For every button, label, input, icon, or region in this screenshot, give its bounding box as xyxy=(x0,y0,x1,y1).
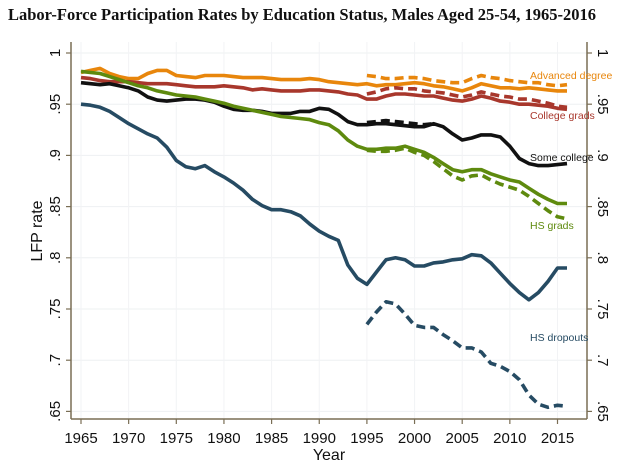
y-tick-label-left: .8 xyxy=(47,252,64,265)
y-tick-label-right: .65 xyxy=(594,401,611,422)
x-tick-label: 1970 xyxy=(112,430,145,447)
series-label-hs-dropouts: HS dropouts xyxy=(530,332,588,344)
y-tick-label-left: .7 xyxy=(47,354,64,367)
series-label-hs-grads: HS grads xyxy=(530,220,574,232)
series-line-hs-dropouts-alt xyxy=(365,299,568,410)
x-tick-label: 1975 xyxy=(160,430,193,447)
x-tick-label: 2015 xyxy=(541,430,574,447)
series-label-some-college: Some college xyxy=(530,152,594,164)
series-label-advanced-degree: Advanced degree xyxy=(530,70,612,82)
series-line-college-grads-alt xyxy=(366,86,568,110)
x-tick-label: 2000 xyxy=(398,430,431,447)
y-tick-label-left: .65 xyxy=(47,401,64,422)
y-tick-label-right: .75 xyxy=(594,299,611,320)
x-tick-label: 2010 xyxy=(493,430,526,447)
y-tick-label-left: .95 xyxy=(47,94,64,115)
series-line-advanced-degree-alt xyxy=(366,73,568,88)
x-tick-label: 1965 xyxy=(64,430,97,447)
series-label-college-grads: College grads xyxy=(530,110,595,122)
series-line-some-college xyxy=(80,80,568,168)
y-tick-label-right: .95 xyxy=(594,94,611,115)
series-line-hs-dropouts xyxy=(80,102,567,302)
series-line-college-grads xyxy=(80,75,568,112)
gridlines xyxy=(71,42,587,419)
y-tick-label-left: .85 xyxy=(47,196,64,217)
series-labels: Advanced degree College grads Some college… xyxy=(530,70,612,344)
y-tick-label-right: .8 xyxy=(594,252,611,265)
y-axis-title: LFP rate xyxy=(29,200,46,261)
x-tick-label: 1980 xyxy=(207,430,240,447)
series-line-advanced-degree xyxy=(80,66,567,93)
x-tick-label: 2005 xyxy=(446,430,479,447)
series-line-hs-grads xyxy=(80,69,567,206)
series-line-hs-grads-alt xyxy=(366,146,568,221)
y-tick-label-right: .85 xyxy=(594,196,611,217)
y-tick-label-left: 1 xyxy=(47,49,64,57)
x-tick-label: 1985 xyxy=(255,430,288,447)
axis-ticks: .65 .65 .7 .7 .75 .75 .8 .8 .85 .85 .9 .9 .95 .95 1 1 19… xyxy=(47,49,611,447)
y-tick-label-right: .9 xyxy=(594,149,611,162)
x-tick-label: 1995 xyxy=(350,430,383,447)
y-tick-label-right: 1 xyxy=(594,49,611,57)
plot-area xyxy=(71,42,587,419)
y-tick-label-left: .75 xyxy=(47,299,64,320)
series-line-some-college-alt xyxy=(366,118,434,127)
y-tick-label-right: .7 xyxy=(594,354,611,367)
y-tick-label-left: .9 xyxy=(47,149,64,162)
x-tick-label: 1990 xyxy=(303,430,336,447)
x-axis-title: Year xyxy=(313,447,346,464)
series-lines xyxy=(80,66,568,410)
chart-title: Labor-Force Participation Rates by Educa… xyxy=(8,5,597,24)
axes xyxy=(70,42,588,420)
